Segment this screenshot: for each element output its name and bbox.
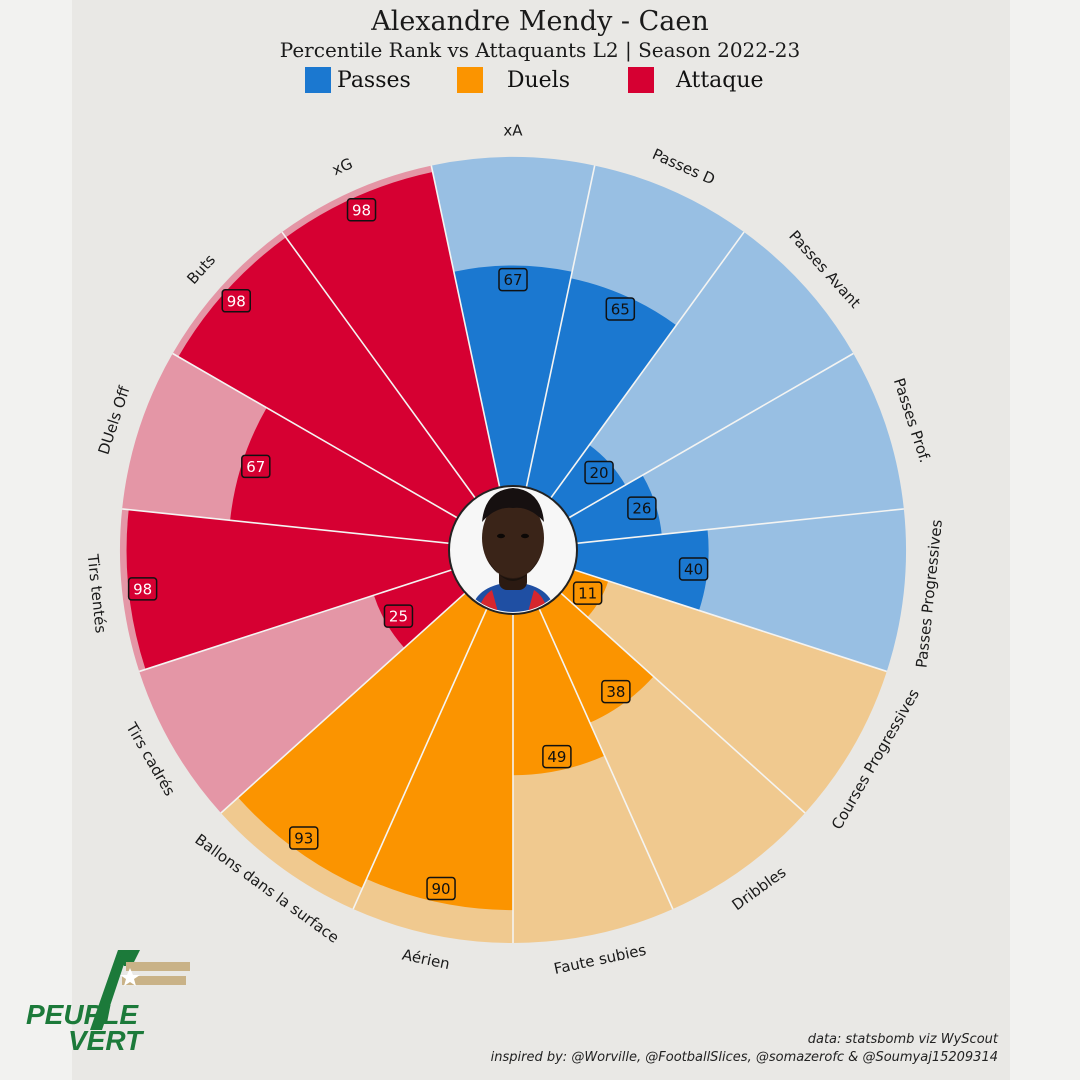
logo-line2: VERT [68,1025,145,1056]
category-label-faute-subies: Faute subies [552,941,648,978]
value-label-buts: 98 [221,289,251,313]
category-label-ae-rien: Aérien [400,946,451,974]
separator-line [122,508,450,545]
value-wedge-ballons-dans-la-surface [238,592,487,888]
legend-label-attaque: Attaque [675,67,764,93]
svg-text:90: 90 [431,880,450,898]
peuple-vert-logo: PEUPLE VERT [26,950,190,1056]
value-label-passes-prof: 26 [627,496,657,520]
svg-text:98: 98 [352,201,371,219]
svg-text:98: 98 [133,580,152,598]
svg-text:67: 67 [246,458,265,476]
value-label-tirs-cadre-s: 25 [383,604,414,628]
separator-line [549,231,745,499]
value-label-ballons-dans-la-surface: 93 [289,826,319,850]
value-label-xa: 67 [498,267,528,292]
category-label-xa: xA [503,122,523,140]
svg-text:20: 20 [590,464,609,482]
legend: Passes Duels Attaque [305,64,764,96]
value-wedge-xg [285,172,500,499]
background-wedge-courses-progressives [560,569,887,813]
separator-line [172,352,458,519]
category-label-passes-d: Passes D [650,145,718,189]
chart-title: Alexandre Mendy - Caen [371,6,709,37]
legend-label-duels: Duels [506,67,570,93]
category-label-passes-prof: Passes Prof. [890,376,934,465]
value-label-passes-d: 65 [605,297,636,321]
separator-line [538,608,674,910]
chart-subtitle: Percentile Rank vs Attaquants L2 | Seaso… [279,38,801,62]
legend-item-attaque: Attaque [627,67,764,93]
category-label-tirs-tente-s: Tirs tentés [84,552,110,634]
value-wedge-duels-off [230,407,458,544]
svg-text:11: 11 [578,585,597,603]
player-photo [448,485,578,615]
value-label-courses-progressives: 11 [572,581,603,605]
separator-line [573,569,888,673]
separator-lines [122,165,904,943]
separator-line [281,231,477,499]
category-label-duels-off: DUels Off [95,383,134,456]
separator-line [352,608,488,910]
value-wedge-faute-subies [513,608,605,776]
legend-swatch-attaque [627,67,654,93]
separator-line [220,592,466,814]
svg-text:93: 93 [294,829,313,847]
svg-text:67: 67 [503,271,522,289]
svg-text:40: 40 [684,560,703,578]
svg-text:49: 49 [547,748,566,766]
value-wedge-passes-prof [568,475,662,544]
credits: inspired by: @Worville, @FootballSlices,… [490,1050,998,1065]
category-label-passes-progressives: Passes Progressives [912,518,946,668]
legend-item-duels: Duels [456,67,570,93]
logo-line1: PEUPLE [26,999,139,1030]
value-label-ae-rien: 90 [426,876,456,901]
value-label-tirs-tente-s: 98 [127,577,158,601]
value-label-dribbles: 38 [601,679,631,704]
separator-line [138,569,453,673]
legend-swatch-duels [456,67,483,93]
value-wedge-tirs-tente-s [126,509,453,670]
svg-text:98: 98 [227,292,246,310]
value-wedge-ae-rien [366,608,513,911]
value-wedge-xa [453,265,573,488]
svg-text:38: 38 [606,683,625,701]
background-wedge-passes-avant [550,232,854,518]
category-label-xg: xG [329,154,355,179]
separator-line [576,508,904,545]
value-label-xg: 98 [346,198,377,222]
separator-line [525,165,596,488]
separator-line [568,352,854,519]
category-label-buts: Buts [183,251,219,288]
value-wedge-passes-d [526,278,677,499]
separator-line [430,165,501,488]
value-label-faute-subies: 49 [542,744,572,769]
value-wedge-passes-progressives [573,529,709,611]
svg-text:25: 25 [389,608,408,626]
data-source: data: statsbomb viz WyScout [807,1032,998,1047]
value-label-duels-off: 67 [241,454,271,479]
svg-text:26: 26 [632,500,651,518]
value-labels: 67 65 20 26 40 11 38 49 90 93 25 98 67 98 98 [127,198,709,901]
background-wedge-tirs-cadre-s [139,569,466,813]
legend-swatch-passes [305,67,331,93]
svg-text:65: 65 [611,300,630,318]
value-label-passes-progressives: 40 [678,557,709,581]
value-wedge-tirs-cadre-s [373,569,466,648]
value-label-passes-avant: 20 [584,460,614,485]
legend-label-passes: Passes [337,67,411,93]
legend-item-passes: Passes [305,67,411,93]
value-wedges [126,172,709,911]
separator-line [560,592,806,814]
value-wedge-buts [178,237,476,519]
